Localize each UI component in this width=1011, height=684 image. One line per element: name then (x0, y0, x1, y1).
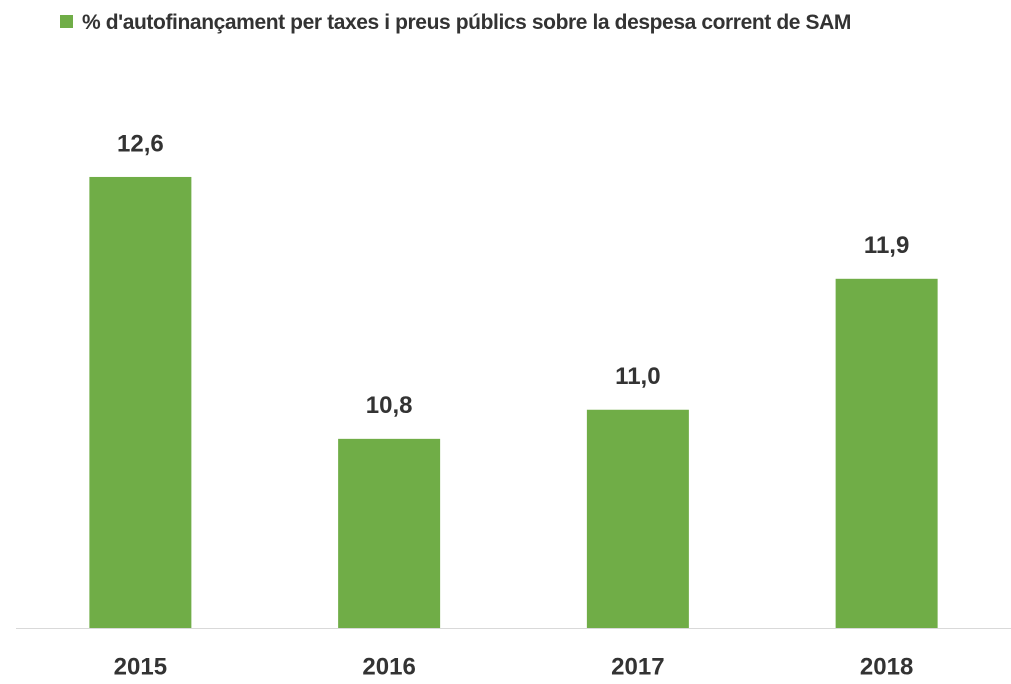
x-tick-label: 2016 (362, 653, 415, 680)
bar (338, 438, 441, 628)
x-tick-label: 2018 (860, 653, 913, 680)
data-label: 10,8 (366, 392, 413, 419)
bar (89, 176, 192, 628)
legend-swatch (60, 15, 73, 28)
data-label: 11,9 (864, 232, 909, 259)
bar (835, 278, 938, 628)
legend-label: % d'autofinançament per taxes i preus pú… (82, 11, 851, 34)
data-label: 12,6 (117, 130, 164, 157)
data-label: 11,0 (615, 363, 660, 390)
x-tick-label: 2015 (114, 653, 167, 680)
x-tick-label: 2017 (611, 653, 664, 680)
bar (586, 409, 689, 628)
legend: % d'autofinançament per taxes i preus pú… (60, 8, 1005, 38)
